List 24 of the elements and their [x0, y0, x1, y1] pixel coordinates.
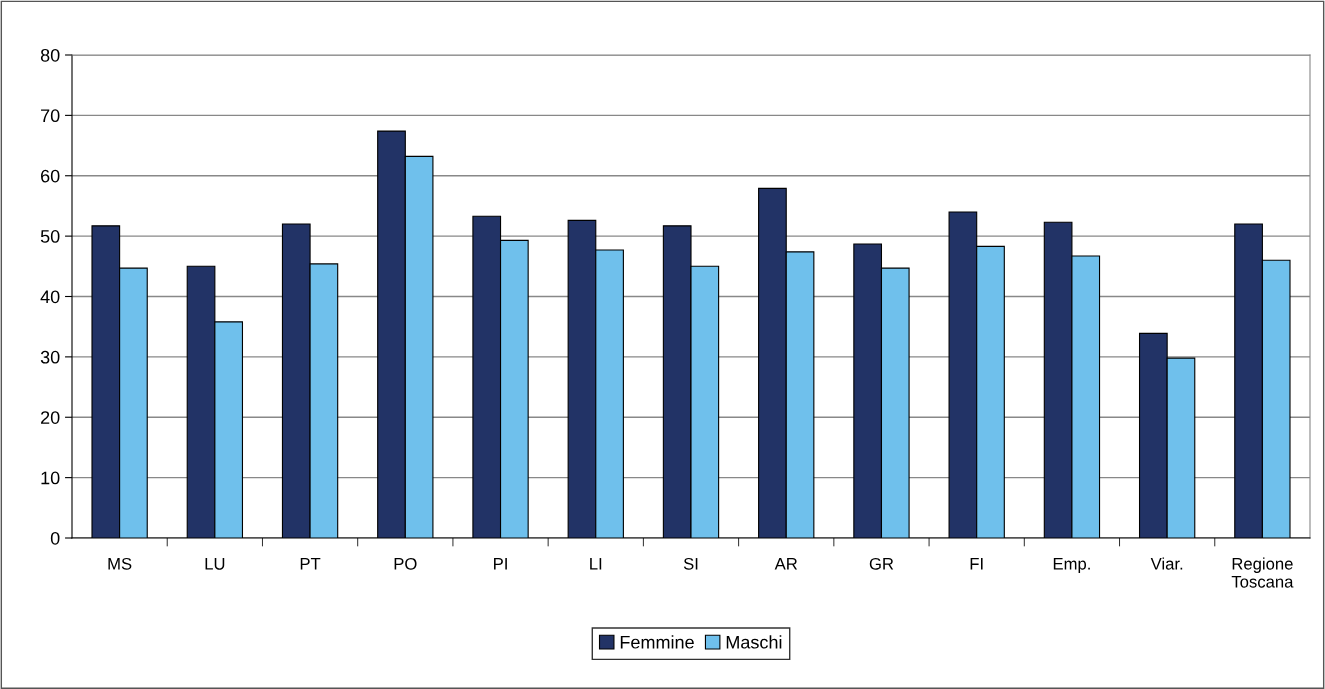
- x-tick-label: MS: [108, 557, 132, 570]
- x-tick-label: SI: [683, 557, 698, 570]
- x-tick-label: GR: [869, 557, 894, 570]
- x-tick-label: PI: [494, 558, 507, 570]
- y-tick-label: 70: [41, 109, 60, 123]
- y-tick-label: 80: [40, 48, 60, 62]
- y-tick-label: 40: [40, 290, 60, 304]
- x-tick-label: Viar.: [1150, 557, 1183, 570]
- x-tick-label: LU: [205, 558, 225, 570]
- y-tick-label: 30: [40, 350, 60, 364]
- y-tick-label: 60: [41, 169, 60, 183]
- y-tick-label: 20: [41, 411, 60, 424]
- x-tick-label: Emp.: [1053, 558, 1090, 573]
- x-tick-label: LI: [590, 558, 602, 570]
- y-tick-label: 10: [41, 471, 60, 485]
- x-tick-label: FI: [970, 558, 983, 570]
- y-tick-label: 0: [50, 531, 60, 545]
- x-tick-label: AR: [774, 558, 798, 570]
- legend-label: Femmine: [620, 635, 694, 649]
- x-tick-label: PO: [394, 557, 417, 570]
- x-tick-label: Regione Toscana: [1231, 557, 1294, 588]
- y-tick-label: 50: [40, 230, 60, 243]
- legend-label: Maschi: [726, 635, 782, 649]
- x-tick-label: PT: [300, 558, 321, 570]
